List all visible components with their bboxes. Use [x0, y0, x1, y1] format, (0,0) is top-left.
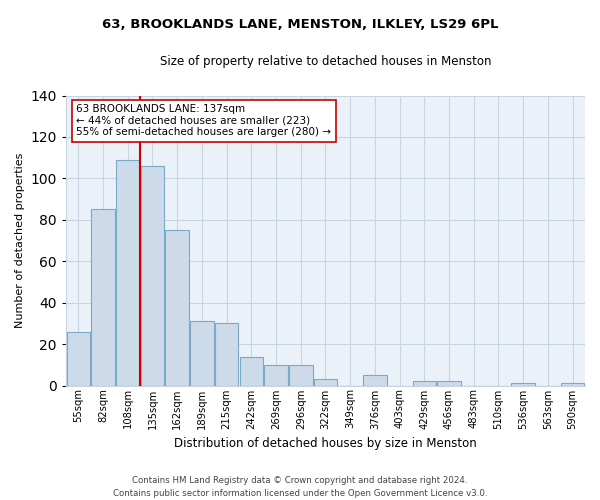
- Bar: [314, 380, 337, 386]
- Title: Size of property relative to detached houses in Menston: Size of property relative to detached ho…: [160, 55, 491, 68]
- Bar: [265, 365, 288, 386]
- Bar: [363, 375, 386, 386]
- Text: 63 BROOKLANDS LANE: 137sqm
← 44% of detached houses are smaller (223)
55% of sem: 63 BROOKLANDS LANE: 137sqm ← 44% of deta…: [76, 104, 331, 138]
- Bar: [413, 382, 436, 386]
- Bar: [91, 210, 115, 386]
- Bar: [437, 382, 461, 386]
- Bar: [511, 384, 535, 386]
- Bar: [67, 332, 90, 386]
- Bar: [215, 324, 238, 386]
- Bar: [239, 356, 263, 386]
- Bar: [116, 160, 139, 386]
- X-axis label: Distribution of detached houses by size in Menston: Distribution of detached houses by size …: [174, 437, 477, 450]
- Bar: [289, 365, 313, 386]
- Bar: [166, 230, 189, 386]
- Bar: [190, 322, 214, 386]
- Text: 63, BROOKLANDS LANE, MENSTON, ILKLEY, LS29 6PL: 63, BROOKLANDS LANE, MENSTON, ILKLEY, LS…: [102, 18, 498, 30]
- Bar: [141, 166, 164, 386]
- Bar: [561, 384, 584, 386]
- Text: Contains HM Land Registry data © Crown copyright and database right 2024.
Contai: Contains HM Land Registry data © Crown c…: [113, 476, 487, 498]
- Y-axis label: Number of detached properties: Number of detached properties: [15, 153, 25, 328]
